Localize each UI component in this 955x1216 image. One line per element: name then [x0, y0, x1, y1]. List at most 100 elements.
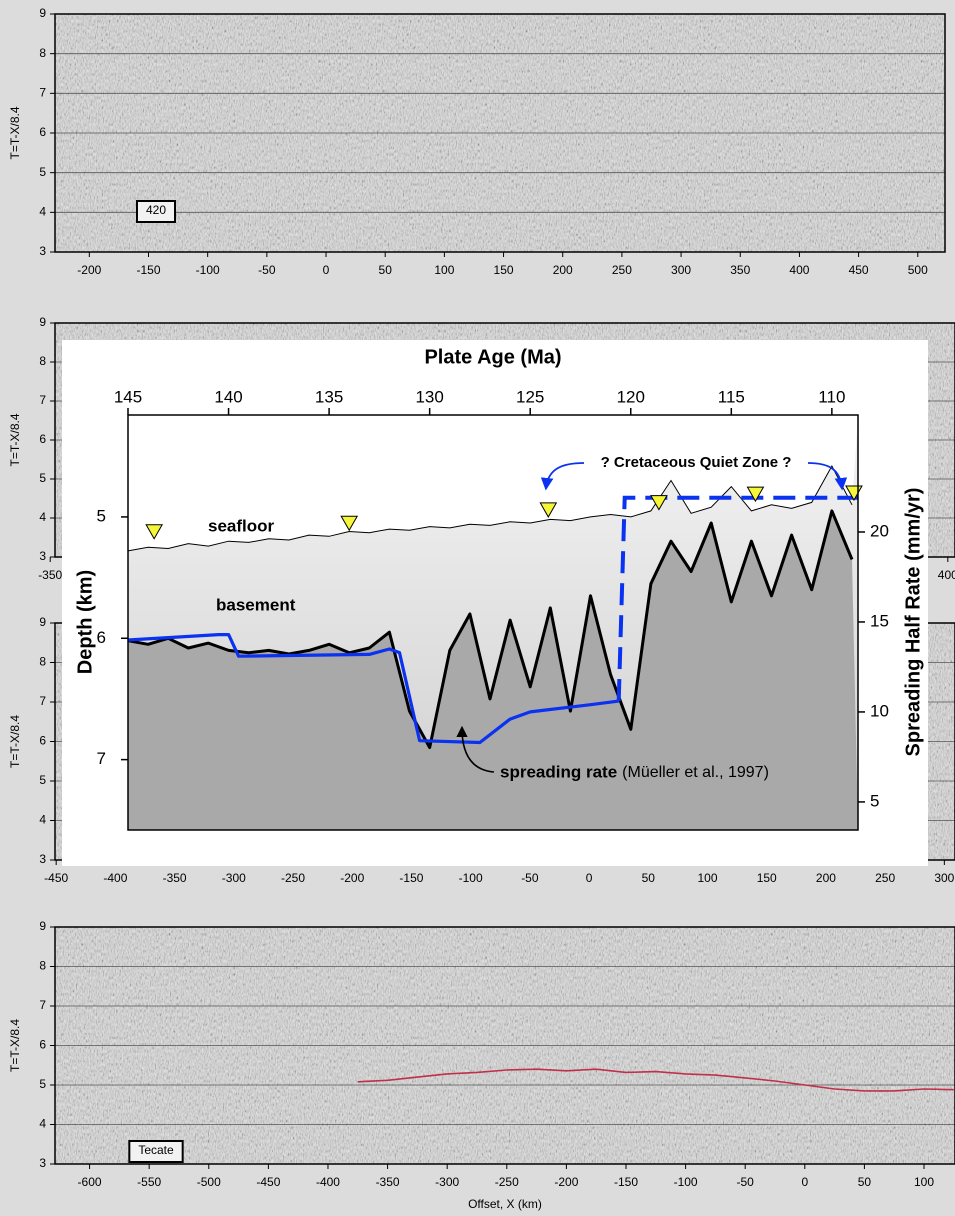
x-tick-label: -200 [77, 263, 101, 277]
y-tick-label: 3 [39, 852, 46, 866]
x-tick-label: 400 [789, 263, 809, 277]
x-tick-label: -100 [459, 871, 483, 885]
y-tick-label: 3 [39, 1156, 46, 1170]
x-tick-label: -200 [340, 871, 364, 885]
y2-tick-label: 20 [870, 521, 889, 540]
y-tick-label: 3 [39, 244, 46, 258]
y-tick-label: 7 [39, 86, 46, 100]
x-tick-label: -50 [737, 1175, 755, 1189]
x-tick-label: 50 [642, 871, 656, 885]
marker-triangle [539, 502, 558, 518]
x-tick-label: 0 [801, 1175, 808, 1189]
y-tick-label: 7 [97, 749, 106, 768]
section-label-box [135, 200, 177, 223]
y2-axis-title: Spreading Half Rate (mm/yr) [902, 488, 924, 757]
y-axis-label: T=T-X/8.4 [8, 106, 22, 159]
y-tick-label: 7 [39, 393, 46, 407]
y-tick-label: 8 [39, 959, 46, 973]
x-tick-label: 0 [323, 263, 330, 277]
x-tick-label: -450 [256, 1175, 280, 1189]
x-tick-label: -50 [258, 263, 276, 277]
x-tick-label: -150 [136, 263, 160, 277]
marker-triangle [746, 486, 765, 503]
y-tick-label: 6 [39, 125, 46, 139]
x-tick-label: -250 [495, 1175, 519, 1189]
x-axis-title: Plate Age (Ma) [424, 346, 561, 368]
x-tick-label: 100 [914, 1175, 934, 1189]
spreading-rate-arrow [456, 725, 495, 773]
x-tick-label: 145 [114, 387, 142, 406]
y-tick-label: 6 [39, 432, 46, 446]
x-tick-label: 100 [434, 263, 454, 277]
y-tick-label: 9 [39, 615, 46, 629]
x-tick-label: -400 [103, 871, 127, 885]
x-tick-label: 125 [516, 387, 544, 406]
x-tick-label: 250 [875, 871, 895, 885]
y-tick-label: 6 [97, 628, 106, 647]
x-axis-label: Offset, X (km) [468, 1197, 542, 1211]
y2-tick-label: 15 [870, 611, 889, 630]
x-tick-label: 300 [934, 871, 954, 885]
x-tick-label: 120 [617, 387, 645, 406]
x-tick-label: 500 [908, 263, 928, 277]
x-tick-label: 130 [415, 387, 443, 406]
x-tick-label: 115 [718, 387, 745, 406]
seafloor-label: seafloor [208, 516, 275, 535]
x-tick-label: -550 [137, 1175, 161, 1189]
y-tick-label: 5 [39, 773, 46, 787]
y-tick-label: 5 [39, 471, 46, 485]
panel-frame [54, 926, 955, 1165]
basement-area [128, 510, 858, 830]
section-label-box [128, 1140, 184, 1163]
x-tick-label: -200 [554, 1175, 578, 1189]
x-tick-label: -500 [197, 1175, 221, 1189]
x-tick-label: 150 [757, 871, 777, 885]
y2-tick-label: 10 [870, 701, 889, 720]
basement-line [127, 509, 854, 749]
x-tick-label: -150 [614, 1175, 638, 1189]
x-tick-label: 200 [553, 263, 573, 277]
basement-label: basement [216, 595, 296, 614]
quiet-zone-arrow-left [540, 462, 585, 491]
y-axis-label: T=T-X/8.4 [8, 715, 22, 768]
y-tick-label: 6 [39, 734, 46, 748]
x-tick-label: -250 [281, 871, 305, 885]
y-tick-label: 4 [39, 1117, 46, 1131]
quiet-zone-label: ? Cretaceous Quiet Zone ? [601, 454, 792, 471]
y2-tick-label: 5 [870, 791, 879, 810]
x-tick-label: 110 [818, 387, 845, 406]
x-tick-label: -100 [674, 1175, 698, 1189]
water-area [128, 415, 858, 551]
x-tick-label: -50 [521, 871, 539, 885]
y-tick-label: 7 [39, 998, 46, 1012]
y-tick-label: 5 [97, 506, 106, 525]
marker-triangle [145, 524, 164, 540]
x-tick-label: -300 [435, 1175, 459, 1189]
y-tick-label: 4 [39, 510, 46, 524]
x-tick-label: 450 [849, 263, 869, 277]
quiet-zone-line [616, 495, 858, 702]
marker-triangle [340, 515, 359, 532]
y-tick-label: 5 [39, 165, 46, 179]
section-label: 420 [146, 203, 166, 217]
y-tick-label: 9 [39, 6, 46, 20]
x-tick-label: -350 [38, 568, 62, 582]
section-label: Tecate [138, 1143, 174, 1157]
y-tick-label: 9 [39, 919, 46, 933]
y-axis-label: T=T-X/8.4 [8, 413, 22, 466]
y-tick-label: 4 [39, 813, 46, 827]
x-tick-label: 350 [730, 263, 750, 277]
y-tick-label: 8 [39, 655, 46, 669]
y-axis-title: Depth (km) [74, 570, 96, 674]
seafloor-line [127, 464, 853, 552]
y-tick-label: 3 [39, 549, 46, 563]
y-tick-label: 9 [39, 315, 46, 329]
quiet-zone-arrow-right [807, 462, 848, 491]
x-tick-label: -350 [376, 1175, 400, 1189]
x-tick-label: -350 [163, 871, 187, 885]
x-tick-label: -600 [78, 1175, 102, 1189]
x-tick-label: -100 [196, 263, 220, 277]
y-tick-label: 5 [39, 1077, 46, 1091]
x-tick-label: 50 [858, 1175, 872, 1189]
